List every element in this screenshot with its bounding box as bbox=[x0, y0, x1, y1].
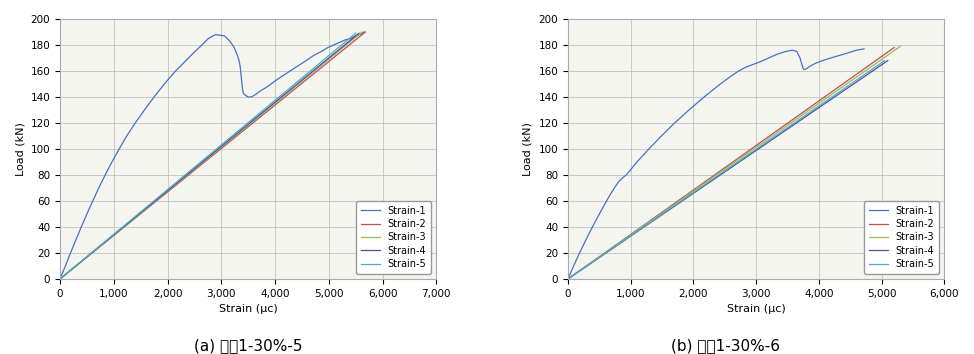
Strain-1 bbox=[825, 56, 837, 60]
Line: Strain-1: Strain-1 bbox=[568, 49, 864, 279]
Strain-1 bbox=[787, 48, 799, 52]
Strain-1 bbox=[850, 48, 862, 52]
Strain-1 bbox=[858, 47, 870, 51]
Strain-1 bbox=[613, 179, 624, 184]
Strain-1 bbox=[617, 176, 628, 180]
Strain-1 bbox=[771, 52, 783, 56]
Strain-1 bbox=[740, 65, 752, 69]
Strain-1 bbox=[809, 61, 821, 65]
Strain-1 bbox=[55, 277, 66, 281]
Text: (b) 손수1-30%-6: (b) 손수1-30%-6 bbox=[671, 338, 780, 353]
Strain-1 bbox=[562, 277, 574, 281]
Strain-1 bbox=[568, 264, 580, 268]
Strain-1 bbox=[580, 238, 591, 242]
Strain-1 bbox=[354, 33, 365, 37]
Strain-1 bbox=[763, 56, 774, 60]
Strain-1 bbox=[148, 95, 160, 99]
Strain-1 bbox=[817, 58, 829, 63]
Strain-1 bbox=[656, 134, 667, 138]
Strain-1 bbox=[643, 147, 655, 151]
Text: (a) 손수1-30%-5: (a) 손수1-30%-5 bbox=[194, 338, 303, 353]
Strain-1 bbox=[791, 49, 803, 53]
Strain-1 bbox=[631, 160, 643, 164]
Strain-1 bbox=[605, 192, 617, 196]
Strain-1 bbox=[754, 60, 766, 64]
X-axis label: Strain (μc): Strain (μc) bbox=[219, 304, 278, 314]
Strain-1 bbox=[269, 79, 281, 84]
Strain-1 bbox=[715, 82, 727, 86]
Y-axis label: Load (kN): Load (kN) bbox=[15, 122, 25, 176]
Strain-1 bbox=[316, 49, 327, 53]
Strain-1 bbox=[586, 225, 598, 229]
Strain-1 bbox=[245, 95, 257, 99]
Strain-1 bbox=[601, 199, 613, 203]
Strain-1 bbox=[138, 108, 150, 112]
Strain-1 bbox=[747, 62, 759, 67]
Strain-1 bbox=[794, 56, 805, 60]
Strain-1 bbox=[801, 66, 812, 70]
Strain-1 bbox=[796, 62, 807, 67]
Strain-1 bbox=[574, 251, 585, 255]
Strain-1 bbox=[780, 49, 792, 53]
Strain-1 bbox=[834, 53, 845, 57]
Strain-1 bbox=[799, 68, 810, 72]
Strain-1 bbox=[724, 75, 735, 80]
Legend: Strain-1, Strain-2, Strain-3, Strain-4, Strain-5: Strain-1, Strain-2, Strain-3, Strain-4, … bbox=[356, 201, 431, 274]
Legend: Strain-1, Strain-2, Strain-3, Strain-4, Strain-5: Strain-1, Strain-2, Strain-3, Strain-4, … bbox=[864, 201, 939, 274]
Strain-1 bbox=[698, 95, 710, 99]
Y-axis label: Load (kN): Load (kN) bbox=[523, 122, 533, 176]
Strain-1 bbox=[805, 64, 816, 68]
Strain-1 bbox=[732, 69, 744, 73]
Strain-1 bbox=[683, 108, 694, 112]
Line: Strain-1: Strain-1 bbox=[60, 32, 364, 279]
Strain-1 bbox=[609, 186, 620, 190]
Strain-1 bbox=[798, 66, 809, 70]
Strain-1 bbox=[358, 30, 370, 34]
Strain-1 bbox=[593, 212, 605, 216]
Strain-1 bbox=[843, 51, 854, 55]
X-axis label: Strain (μc): Strain (μc) bbox=[727, 304, 785, 314]
Strain-1 bbox=[620, 173, 632, 177]
Strain-1 bbox=[669, 121, 681, 125]
